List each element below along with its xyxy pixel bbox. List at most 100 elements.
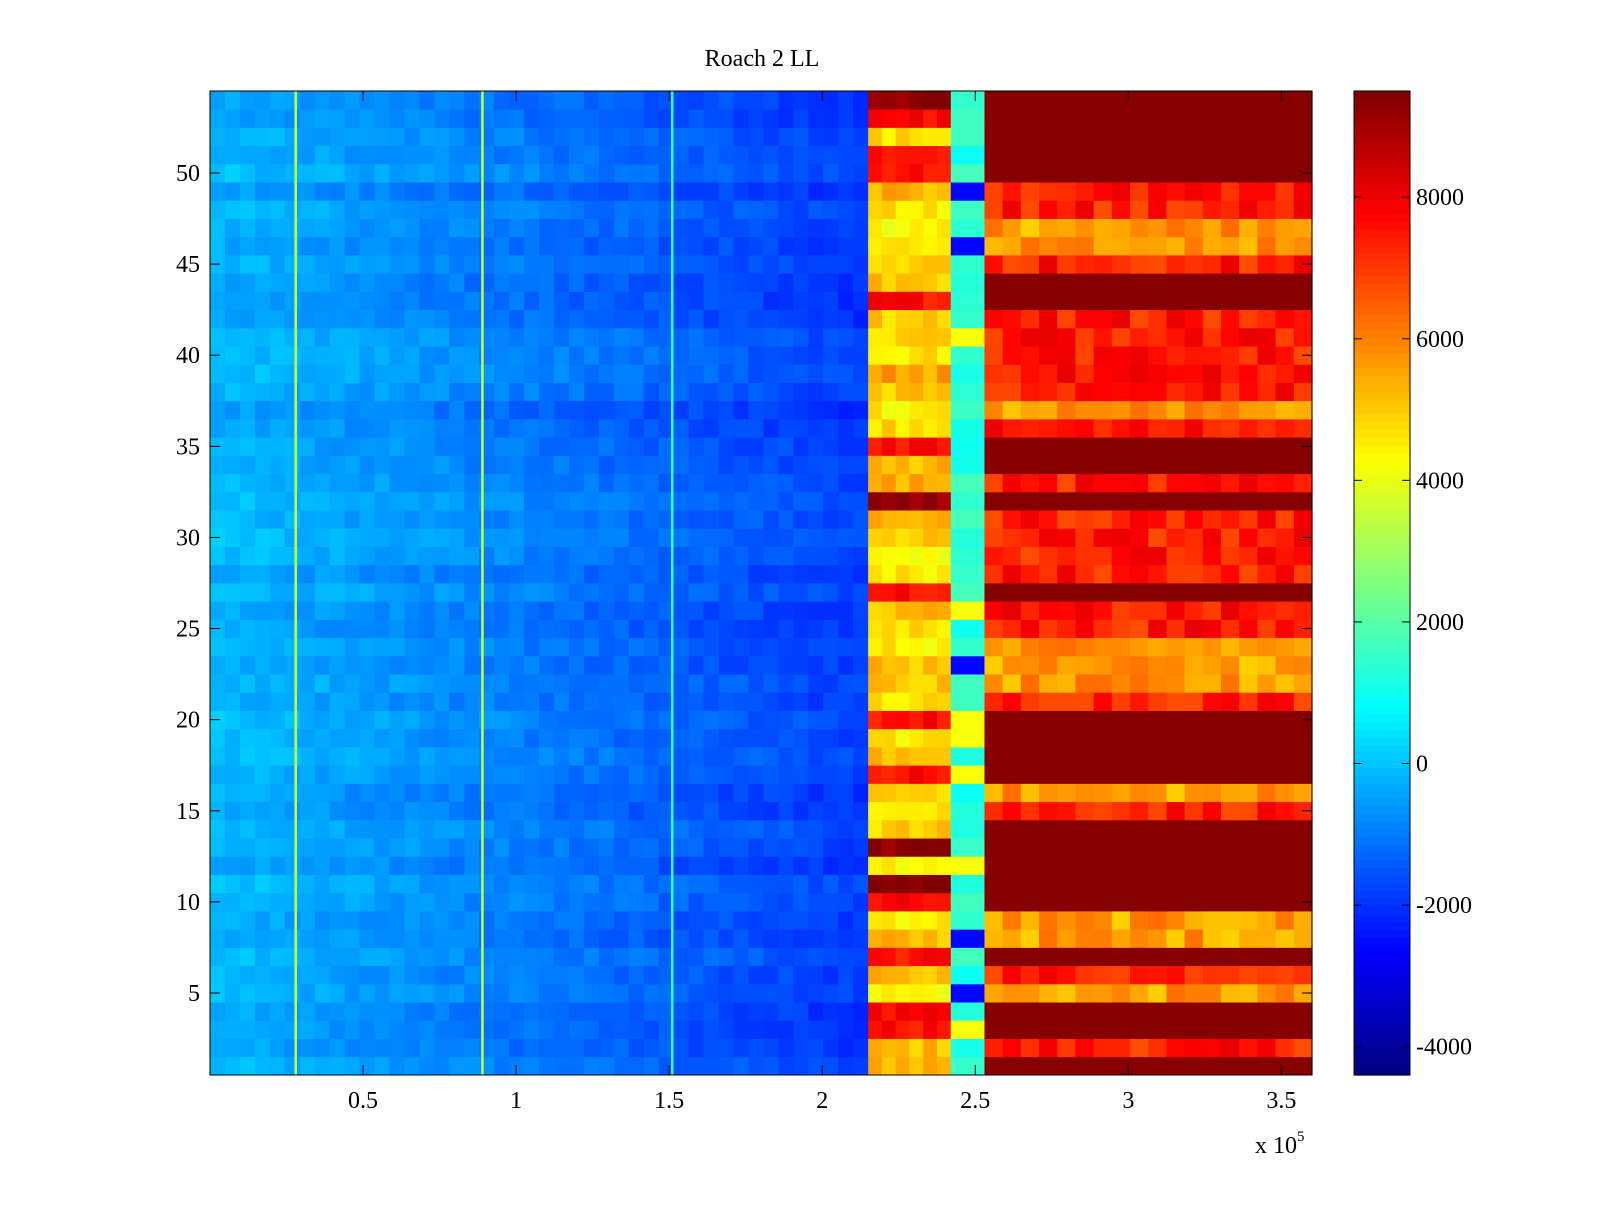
heat-cell [583,182,600,201]
heat-cell [823,291,839,311]
colorbar-swatch [1354,706,1410,715]
heat-cell [688,856,705,875]
heat-cell [793,765,809,784]
heat-cell [1257,419,1277,438]
heat-cell [793,1056,809,1076]
heat-cell [718,1020,735,1039]
colorbar-tick-label: 6000 [1416,327,1464,353]
heat-cell [554,801,570,821]
heat-cell [284,655,301,675]
heat-cell [1184,892,1204,912]
heat-cell [778,437,794,456]
heat-cell [583,856,600,875]
colorbar-swatch [1354,298,1410,307]
heat-cell [613,346,630,365]
heat-cell [554,528,570,547]
heat-cell [1148,655,1168,675]
heat-cell [1093,382,1113,402]
heat-cell [1057,400,1077,420]
heat-cell [613,255,630,274]
heat-cell [329,583,346,602]
heat-cell [568,163,585,183]
heat-cell [643,546,660,566]
colorbar-swatch [1354,267,1410,277]
heat-cell [329,692,346,711]
heat-cell [748,929,765,948]
heat-cell [314,947,331,967]
heat-cell [568,145,585,165]
heat-cell [539,692,555,711]
heat-cell [984,856,1004,875]
heat-cell [1057,601,1077,620]
heat-cell [733,911,750,930]
heat-cell [703,929,720,948]
heat-cell [1221,200,1240,219]
heat-cell [1166,218,1186,238]
heat-cell [1111,382,1131,402]
heat-cell [1202,637,1222,657]
colorbar-swatch [1354,252,1410,261]
heat-cell [703,965,720,985]
heat-cell [1148,983,1168,1003]
heat-cell [524,765,540,784]
heat-cell [1020,1020,1040,1039]
heat-cell [419,911,435,930]
heat-cell [449,601,465,620]
heat-cell [554,1056,570,1076]
heat-cell [1275,109,1295,128]
heat-cell [1221,255,1240,274]
heat-cell [688,1038,705,1058]
heat-cell [868,455,883,475]
heat-cell [778,255,794,274]
heat-cell [823,327,839,347]
heat-cell [509,947,525,967]
heat-cell [673,747,690,766]
heat-cell [1039,528,1058,547]
heat-cell [568,674,585,693]
heat-cell [748,291,765,311]
heat-cell [733,564,750,584]
heat-cell [299,856,316,875]
heat-cell [838,655,854,675]
heat-cell [748,182,765,201]
heat-cell [688,1056,705,1076]
heat-cell [210,510,226,529]
heat-cell [1075,1002,1095,1021]
heat-cell [868,273,883,292]
heat-cell [539,728,555,748]
heat-cell [950,1020,986,1039]
heat-cell [984,783,1004,803]
heat-cell [269,455,286,475]
heat-cell [658,710,675,730]
heatmap-cells [210,91,1313,1076]
heat-cell [524,874,540,894]
heat-cell [673,273,690,292]
heat-cell [1111,145,1131,165]
heat-cell [269,801,286,821]
heat-cell [598,655,615,675]
heat-cell [554,109,570,128]
heat-cell [329,528,346,547]
heat-cell [419,583,435,602]
heat-cell [1184,382,1204,402]
heat-cell [1093,637,1113,657]
heat-cell [583,1038,600,1058]
heat-cell [509,400,525,420]
heat-cell [224,564,241,584]
heat-cell [868,947,883,967]
heat-cell [329,291,346,311]
heat-cell [1275,983,1295,1003]
heat-cell [1184,273,1204,292]
heat-cell [613,364,630,383]
heat-cell [1093,182,1113,201]
heat-cell [937,783,952,803]
heat-cell [808,364,824,383]
heat-cell [389,728,406,748]
heat-cell [374,892,391,912]
heat-cell [909,710,924,730]
heat-cell [718,564,735,584]
heat-cell [1039,1056,1058,1076]
heat-cell [1239,364,1259,383]
heat-cell [449,892,465,912]
heat-cell [1239,255,1259,274]
